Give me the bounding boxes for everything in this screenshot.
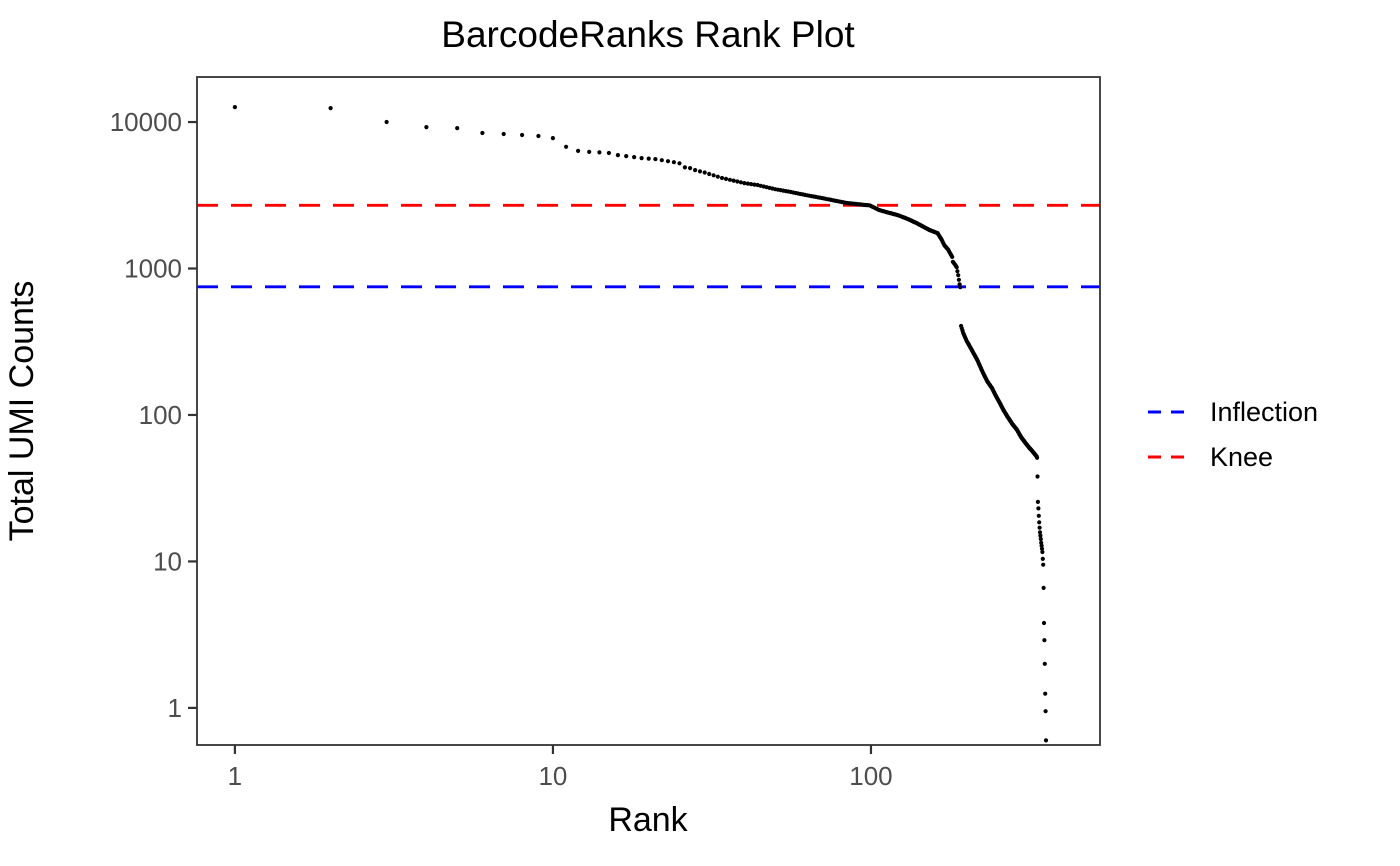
threshold-lines-layer xyxy=(197,203,1100,289)
data-point xyxy=(707,171,712,177)
x-axis: 1 10 100 xyxy=(228,745,893,791)
data-point xyxy=(723,176,729,181)
data-point xyxy=(1043,738,1049,743)
plot-panel xyxy=(197,77,1100,745)
data-point xyxy=(1042,661,1047,666)
data-point xyxy=(1035,499,1040,504)
data-point xyxy=(632,155,637,160)
data-point xyxy=(1041,585,1046,591)
plot-title: BarcodeRanks Rank Plot xyxy=(441,14,855,55)
data-point xyxy=(688,166,693,171)
data-point xyxy=(384,119,389,125)
data-point xyxy=(659,158,664,163)
data-point xyxy=(954,265,959,270)
data-point xyxy=(1038,533,1043,538)
data-point xyxy=(719,175,725,181)
data-point xyxy=(1043,691,1048,696)
data-point xyxy=(550,136,556,141)
data-point xyxy=(727,177,733,182)
data-point xyxy=(1037,520,1042,525)
data-point xyxy=(328,106,333,111)
data-point xyxy=(536,133,541,139)
data-point xyxy=(693,168,698,173)
legend-label-knee: Knee xyxy=(1210,442,1273,472)
x-tick-label: 10 xyxy=(538,761,567,791)
data-point xyxy=(950,254,955,259)
data-point xyxy=(715,174,720,179)
y-tick-label: 1000 xyxy=(124,254,182,284)
data-point xyxy=(1038,537,1043,542)
data-point xyxy=(576,148,581,153)
data-point xyxy=(232,105,237,110)
data-point xyxy=(735,179,740,184)
data-point xyxy=(956,277,962,282)
data-point xyxy=(1035,455,1040,460)
data-point xyxy=(520,132,525,138)
data-point xyxy=(1037,530,1043,535)
legend-item-knee: Knee xyxy=(1148,442,1273,472)
data-point xyxy=(665,159,671,164)
data-point xyxy=(564,144,569,149)
data-point xyxy=(597,150,602,155)
data-point xyxy=(955,269,960,274)
data-point xyxy=(1035,474,1040,479)
x-tick-label: 100 xyxy=(849,761,892,791)
data-point xyxy=(1043,709,1048,714)
data-point xyxy=(956,273,961,278)
data-point xyxy=(711,173,716,178)
data-point xyxy=(646,156,651,161)
y-tick-label: 100 xyxy=(139,400,182,430)
data-point xyxy=(615,153,621,158)
data-point xyxy=(682,165,688,170)
data-point xyxy=(1041,620,1047,626)
y-tick-label: 10000 xyxy=(110,107,182,137)
data-point xyxy=(697,169,703,174)
data-point xyxy=(639,156,644,161)
data-point xyxy=(1039,543,1044,548)
data-point xyxy=(501,131,506,137)
y-axis: 1 10 100 1000 10000 xyxy=(110,107,197,723)
panel-border xyxy=(196,76,1101,746)
data-point xyxy=(1039,546,1045,551)
data-point xyxy=(1042,638,1047,643)
scatter-points-layer xyxy=(232,105,1049,743)
data-point xyxy=(606,150,612,156)
data-point xyxy=(738,180,744,185)
data-point xyxy=(653,157,658,162)
data-point xyxy=(1036,513,1041,518)
data-point xyxy=(702,170,707,175)
data-point xyxy=(742,181,747,186)
data-point xyxy=(480,130,485,136)
data-point xyxy=(752,182,757,187)
data-point xyxy=(424,125,429,130)
data-point xyxy=(731,178,736,183)
data-point xyxy=(1037,525,1042,530)
data-point xyxy=(587,149,592,154)
data-point xyxy=(671,160,677,165)
legend: Inflection Knee xyxy=(1148,397,1318,472)
data-point xyxy=(1040,549,1045,555)
x-tick-label: 1 xyxy=(228,761,242,791)
data-point xyxy=(1036,506,1041,511)
data-point xyxy=(749,182,754,187)
y-axis-title: Total UMI Counts xyxy=(3,281,41,542)
data-point xyxy=(455,126,460,131)
data-point xyxy=(677,161,682,166)
legend-item-inflection: Inflection xyxy=(1148,397,1318,427)
data-point xyxy=(1041,562,1046,567)
y-tick-label: 10 xyxy=(153,546,182,576)
legend-label-inflection: Inflection xyxy=(1210,397,1318,427)
x-axis-title: Rank xyxy=(608,801,688,839)
data-point xyxy=(624,154,629,159)
data-point xyxy=(1040,556,1045,562)
data-point xyxy=(745,181,750,186)
y-tick-label: 1 xyxy=(168,693,182,723)
data-point xyxy=(958,285,963,290)
